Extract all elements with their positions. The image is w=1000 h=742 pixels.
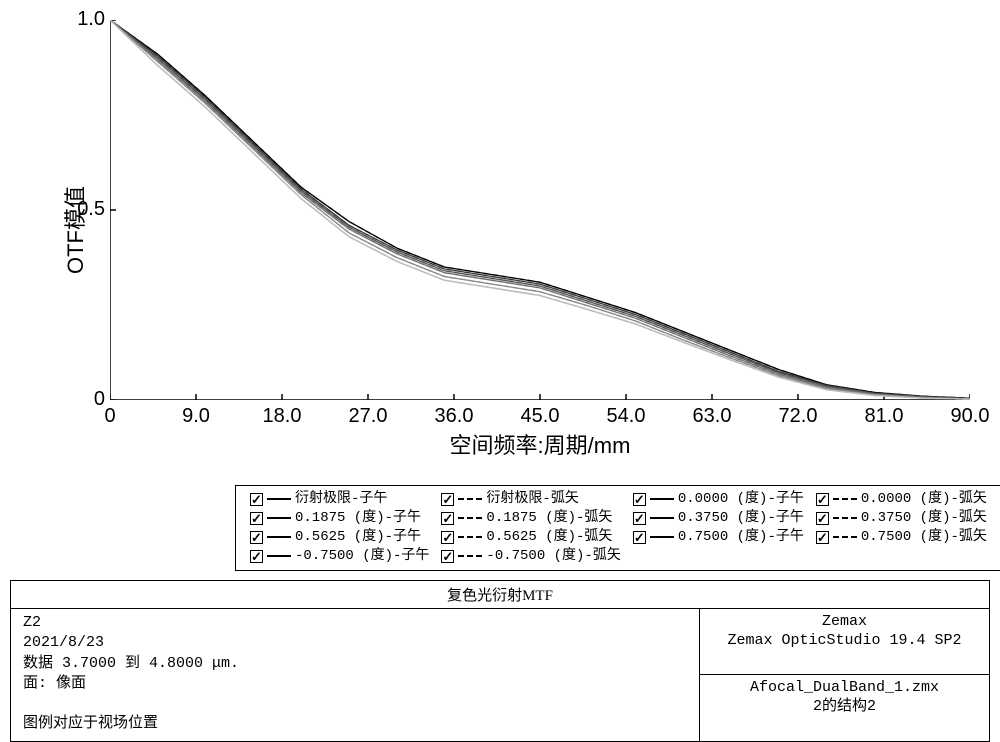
legend-checkbox[interactable]: [441, 493, 454, 506]
info-line: 2的结构2: [704, 698, 985, 717]
x-tick-label: 90.0: [951, 405, 990, 428]
legend-item[interactable]: 0.0000 (度)-弧矢: [816, 490, 987, 509]
legend-checkbox[interactable]: [816, 512, 829, 525]
legend-checkbox[interactable]: [250, 531, 263, 544]
legend-label: 0.5625 (度)-弧矢: [486, 528, 612, 547]
legend-checkbox[interactable]: [633, 493, 646, 506]
info-line: Zemax: [704, 613, 985, 632]
legend-label: -0.7500 (度)-子午: [295, 547, 429, 566]
legend-checkbox[interactable]: [816, 531, 829, 544]
info-software: ZemaxZemax OpticStudio 19.4 SP2: [700, 609, 989, 675]
legend-linestyle-icon: [650, 517, 674, 519]
legend-checkbox[interactable]: [441, 512, 454, 525]
legend-linestyle-icon: [458, 555, 482, 557]
legend-checkbox[interactable]: [441, 550, 454, 563]
x-tick-label: 0: [104, 405, 115, 428]
y-tick-label: 0.5: [45, 198, 105, 221]
info-line: 数据 3.7000 到 4.8000 μm.: [23, 654, 689, 674]
legend-label: -0.7500 (度)-弧矢: [486, 547, 620, 566]
legend-item[interactable]: 0.3750 (度)-弧矢: [816, 509, 987, 528]
x-tick-label: 45.0: [521, 405, 560, 428]
x-axis-label: 空间频率:周期/mm: [110, 428, 970, 460]
legend-checkbox[interactable]: [633, 512, 646, 525]
legend-label: 0.0000 (度)-弧矢: [861, 490, 987, 509]
legend-label: 衍射极限-子午: [295, 490, 387, 509]
info-line: [23, 694, 689, 714]
x-tick-label: 27.0: [349, 405, 388, 428]
legend-linestyle-icon: [833, 498, 857, 500]
info-line: 2021/8/23: [23, 633, 689, 653]
info-line: 图例对应于视场位置: [23, 714, 689, 734]
legend-item[interactable]: 0.7500 (度)-子午: [633, 528, 804, 547]
info-line: Z2: [23, 613, 689, 633]
mtf-chart: OTF模值 空间频率:周期/mm 09.018.027.036.045.054.…: [30, 10, 980, 450]
legend-item[interactable]: -0.7500 (度)-子午: [250, 547, 429, 566]
x-tick-label: 36.0: [435, 405, 474, 428]
legend-checkbox[interactable]: [250, 493, 263, 506]
legend-linestyle-icon: [267, 498, 291, 500]
legend-label: 0.5625 (度)-子午: [295, 528, 421, 547]
legend-box: 衍射极限-子午 衍射极限-弧矢 0.0000 (度)-子午 0.0000 (度)-弧矢…: [235, 485, 1000, 571]
info-line: Zemax OpticStudio 19.4 SP2: [704, 632, 985, 651]
x-tick-label: 54.0: [607, 405, 646, 428]
x-tick-label: 18.0: [263, 405, 302, 428]
plot-area: [110, 20, 970, 400]
legend-linestyle-icon: [650, 536, 674, 538]
x-tick-label: 63.0: [693, 405, 732, 428]
legend-item[interactable]: 0.5625 (度)-弧矢: [441, 528, 620, 547]
legend-item[interactable]: -0.7500 (度)-弧矢: [441, 547, 620, 566]
x-tick-label: 9.0: [182, 405, 210, 428]
legend-label: 0.1875 (度)-子午: [295, 509, 421, 528]
info-title: 复色光衍射MTF: [11, 581, 989, 609]
x-tick-label: 81.0: [865, 405, 904, 428]
legend-label: 0.3750 (度)-子午: [678, 509, 804, 528]
legend-label: 衍射极限-弧矢: [486, 490, 578, 509]
legend-linestyle-icon: [267, 517, 291, 519]
info-left-panel: Z22021/8/23数据 3.7000 到 4.8000 μm.面: 像面 图…: [11, 609, 699, 741]
info-line: Afocal_DualBand_1.zmx: [704, 679, 985, 698]
legend-linestyle-icon: [458, 498, 482, 500]
legend-checkbox[interactable]: [250, 512, 263, 525]
legend-item[interactable]: 0.7500 (度)-弧矢: [816, 528, 987, 547]
legend-label: 0.3750 (度)-弧矢: [861, 509, 987, 528]
legend-label: 0.0000 (度)-子午: [678, 490, 804, 509]
legend-item[interactable]: 衍射极限-子午: [250, 490, 429, 509]
legend-checkbox[interactable]: [816, 493, 829, 506]
legend-label: 0.1875 (度)-弧矢: [486, 509, 612, 528]
legend-checkbox[interactable]: [633, 531, 646, 544]
legend-item[interactable]: 0.1875 (度)-子午: [250, 509, 429, 528]
legend-linestyle-icon: [267, 536, 291, 538]
legend-item[interactable]: 0.1875 (度)-弧矢: [441, 509, 620, 528]
legend-linestyle-icon: [458, 517, 482, 519]
legend-checkbox[interactable]: [250, 550, 263, 563]
legend-item[interactable]: 0.0000 (度)-子午: [633, 490, 804, 509]
legend-item[interactable]: 0.3750 (度)-子午: [633, 509, 804, 528]
y-tick-label: 0: [45, 388, 105, 411]
y-tick-label: 1.0: [45, 8, 105, 31]
legend-label: 0.7500 (度)-子午: [678, 528, 804, 547]
legend-label: 0.7500 (度)-弧矢: [861, 528, 987, 547]
legend-linestyle-icon: [833, 536, 857, 538]
x-tick-label: 72.0: [779, 405, 818, 428]
legend-item[interactable]: 0.5625 (度)-子午: [250, 528, 429, 547]
legend-linestyle-icon: [650, 498, 674, 500]
legend-checkbox[interactable]: [441, 531, 454, 544]
info-right-panel: ZemaxZemax OpticStudio 19.4 SP2 Afocal_D…: [699, 609, 989, 741]
info-table: 复色光衍射MTF Z22021/8/23数据 3.7000 到 4.8000 μ…: [10, 580, 990, 742]
legend-linestyle-icon: [833, 517, 857, 519]
legend-item[interactable]: 衍射极限-弧矢: [441, 490, 620, 509]
info-line: 面: 像面: [23, 674, 689, 694]
legend-linestyle-icon: [458, 536, 482, 538]
legend-linestyle-icon: [267, 555, 291, 557]
info-filename: Afocal_DualBand_1.zmx2的结构2: [700, 675, 989, 740]
